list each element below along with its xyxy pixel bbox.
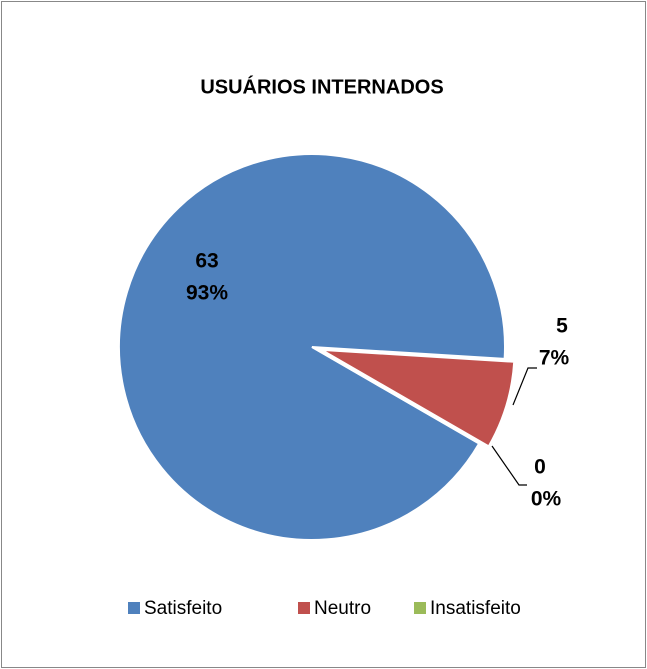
legend-swatch [298, 602, 310, 614]
legend-label: Satisfeito [144, 598, 222, 619]
legend: Satisfeito Neutro Insatisfeito [128, 598, 521, 619]
data-label: 63 [195, 250, 218, 273]
data-labels: 63 93% 5 7% 0 0% [186, 250, 570, 511]
data-label: 7% [539, 347, 570, 370]
data-label: 5 [556, 315, 568, 338]
legend-swatch [128, 602, 140, 614]
legend-label: Insatisfeito [430, 598, 521, 619]
pie-slice [321, 348, 516, 448]
legend-label: Neutro [314, 598, 371, 619]
pie [118, 153, 516, 541]
data-label: 0% [531, 488, 562, 511]
data-label: 93% [186, 282, 228, 305]
legend-swatch [414, 602, 426, 614]
data-label: 0 [534, 456, 546, 479]
leader-line [491, 445, 527, 486]
chart-title: USUÁRIOS INTERNADOS [200, 75, 443, 98]
leader-line [512, 367, 537, 406]
